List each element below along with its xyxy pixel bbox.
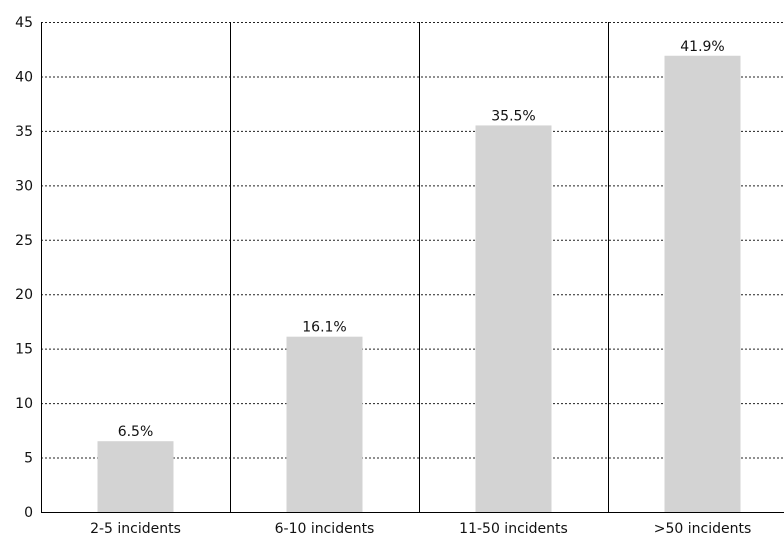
y-tick-label: 40 [15,69,33,85]
bar-2 [286,336,363,512]
x-category-label-4: >50 incidents [654,521,752,537]
axes [41,22,784,513]
y-tick-label: 45 [15,15,33,31]
x-axis-category-labels: 2-5 incidents 6-10 incidents 11-50 inciden… [90,521,751,537]
y-tick-label: 25 [15,233,33,249]
x-category-label-3: 11-50 incidents [459,521,568,537]
bar-3 [475,125,552,512]
data-labels: 6.5% 16.1% 35.5% 41.9% [118,39,725,440]
y-tick-label: 30 [15,178,33,194]
y-tick-label: 20 [15,287,33,303]
x-category-label-2: 6-10 incidents [275,521,375,537]
y-tick-label: 5 [24,451,33,467]
y-tick-label: 15 [15,342,33,358]
data-label-3: 35.5% [491,108,535,124]
category-separators [230,22,609,512]
y-tick-label: 10 [15,396,33,412]
x-category-label-1: 2-5 incidents [90,521,181,537]
bar-series [97,55,741,512]
data-label-1: 6.5% [118,424,154,440]
y-tick-label: 0 [24,505,33,521]
y-tick-label: 35 [15,124,33,140]
bar-4 [664,55,741,512]
data-label-2: 16.1% [302,320,346,336]
y-axis-tick-labels: 0 5 10 15 20 25 30 35 40 45 [15,15,33,521]
bar-1 [97,441,174,512]
data-label-4: 41.9% [680,39,724,55]
